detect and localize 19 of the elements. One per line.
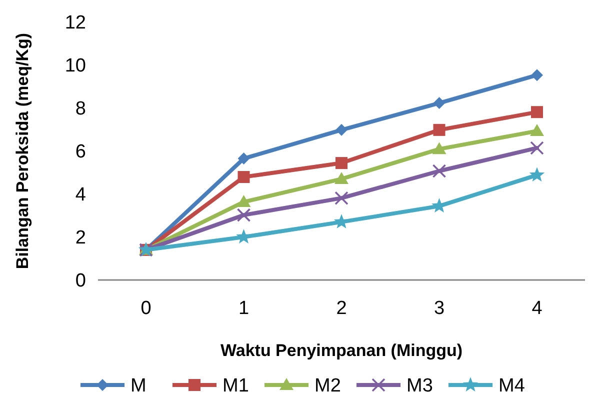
- y-tick-label: 12: [64, 12, 86, 34]
- y-tick-label: 8: [75, 98, 86, 120]
- legend-label: M: [130, 376, 146, 397]
- y-tick-label: 6: [75, 142, 86, 163]
- x-tick-label: 2: [336, 298, 347, 319]
- y-tick-label: 2: [75, 228, 86, 249]
- y-tick-label: 4: [75, 184, 86, 206]
- legend-label: M4: [498, 376, 526, 397]
- legend-label: M1: [222, 376, 249, 397]
- legend-label: M2: [314, 376, 341, 397]
- x-axis-title: Waktu Penyimpanan (Minggu): [220, 341, 463, 360]
- x-tick-label: 0: [140, 298, 152, 319]
- x-tick-label: 4: [532, 298, 543, 319]
- y-tick-label: 10: [64, 56, 86, 77]
- x-tick-label: 3: [434, 298, 445, 319]
- x-tick-label: 1: [238, 298, 250, 319]
- y-tick-label: 0: [75, 270, 86, 292]
- y-axis-title: Bilangan Peroksida (meq/Kg): [13, 32, 32, 270]
- legend-label: M3: [406, 376, 433, 397]
